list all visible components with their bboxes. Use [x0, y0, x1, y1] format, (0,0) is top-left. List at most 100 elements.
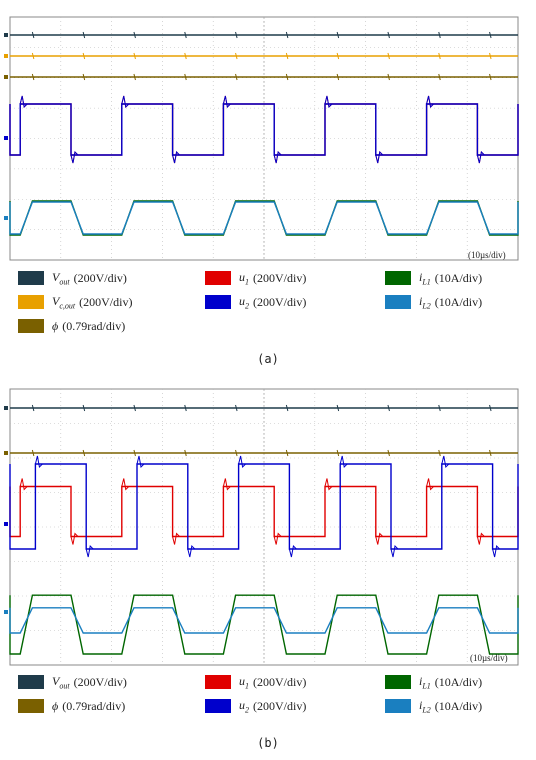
legend-scale: (10A/div): [434, 674, 483, 689]
channel-marker-iL2: [4, 216, 8, 220]
legend-item-iL1: iL1 (10A/div): [385, 270, 482, 286]
channel-marker-iL2: [4, 610, 8, 614]
legend-symbol-main: V: [52, 673, 60, 688]
legend-symbol: ϕ: [52, 699, 58, 714]
channel-marker-vcout: [4, 54, 8, 58]
legend-symbol-main: u: [239, 269, 245, 284]
legend-scale: (0.79rad/div): [62, 698, 126, 713]
channel-marker-phi: [4, 451, 8, 455]
legend-swatch: [18, 675, 44, 689]
legend-symbol: iL2: [419, 294, 431, 310]
legend-scale: (200V/div): [253, 674, 307, 689]
legend-swatch: [18, 319, 44, 333]
legend-swatch: [205, 675, 231, 689]
legend-symbol-subscript: L2: [422, 301, 431, 311]
legend-symbol: Vc,out: [52, 294, 75, 310]
legend-symbol-subscript: L2: [422, 705, 431, 715]
legend: Vout (200V/div) u1 (200V/div) iL1 (10A/div) Vc…: [0, 270, 536, 340]
legend-scale: (200V/div): [73, 674, 127, 689]
legend-symbol-main: V: [52, 269, 60, 284]
legend-swatch: [205, 271, 231, 285]
legend-symbol-subscript: out: [59, 681, 70, 691]
legend-item-phi: ϕ (0.79rad/div): [18, 318, 125, 334]
legend-symbol: u2: [239, 698, 249, 714]
oscilloscope-plot-a: [4, 16, 519, 261]
legend-symbol-subscript: out: [59, 277, 70, 287]
legend-swatch: [18, 699, 44, 713]
legend-item-vcout: Vc,out (200V/div): [18, 294, 132, 310]
trace-vout: [10, 404, 518, 412]
legend-scale: (10A/div): [434, 698, 483, 713]
legend-symbol-main: i: [419, 269, 423, 284]
legend-swatch: [18, 271, 44, 285]
legend-scale: (200V/div): [73, 270, 127, 285]
channel-marker-vout: [4, 406, 8, 410]
legend: Vout (200V/div) u1 (200V/div) iL1 (10A/div) ϕ(…: [0, 674, 536, 724]
trace-u2: [9, 95, 519, 164]
trace-iL1: [9, 200, 519, 236]
trace-vcout: [10, 52, 518, 60]
legend-scale: (200V/div): [253, 698, 307, 713]
legend-swatch: [18, 295, 44, 309]
legend-swatch: [385, 675, 411, 689]
trace-iL2: [9, 607, 519, 634]
legend-scale: (200V/div): [79, 294, 133, 309]
legend-swatch: [385, 271, 411, 285]
oscilloscope-plot-b: [4, 388, 519, 666]
legend-swatch: [385, 699, 411, 713]
legend-symbol-subscript: L1: [422, 681, 431, 691]
trace-u1: [9, 478, 519, 545]
legend-symbol-main: u: [239, 673, 245, 688]
legend-symbol: ϕ: [52, 319, 58, 334]
legend-symbol: u1: [239, 270, 249, 286]
legend-symbol: Vout: [52, 674, 70, 690]
trace-u2: [9, 455, 519, 558]
legend-symbol: iL1: [419, 270, 431, 286]
legend-item-vout: Vout (200V/div): [18, 674, 127, 690]
scope-panel-b: (10µs/div) Vout (200V/div) u1 (200V/div) iL1…: [0, 372, 536, 760]
legend-symbol-subscript: 1: [245, 681, 249, 691]
trace-iL2: [9, 201, 519, 235]
legend-item-iL2: iL2 (10A/div): [385, 698, 482, 714]
legend-scale: (200V/div): [253, 294, 307, 309]
channel-marker-u2: [4, 522, 8, 526]
legend-symbol: u2: [239, 294, 249, 310]
trace-phi: [10, 73, 518, 81]
legend-item-u2: u2 (200V/div): [205, 698, 306, 714]
caption: (b): [257, 736, 279, 750]
legend-symbol-main: V: [52, 293, 60, 308]
channel-marker-phi: [4, 75, 8, 79]
legend-scale: (10A/div): [434, 270, 483, 285]
legend-item-vout: Vout (200V/div): [18, 270, 127, 286]
legend-symbol: Vout: [52, 270, 70, 286]
legend-scale: (200V/div): [253, 270, 307, 285]
legend-symbol-subscript: 2: [245, 705, 249, 715]
legend-symbol-main: ϕ: [52, 318, 59, 333]
legend-scale: (0.79rad/div): [62, 318, 126, 333]
legend-item-u2: u2 (200V/div): [205, 294, 306, 310]
trace-phi: [10, 449, 518, 457]
legend-item-u1: u1 (200V/div): [205, 270, 306, 286]
scope-panel-a: (10µs/div) Vout (200V/div) u1 (200V/div) iL1…: [0, 0, 536, 372]
timebase-label: (10µs/div): [468, 250, 506, 260]
legend-symbol-subscript: 2: [245, 301, 249, 311]
legend-item-phi: ϕ (0.79rad/div): [18, 698, 125, 714]
trace-vout: [10, 31, 518, 39]
legend-swatch: [205, 295, 231, 309]
legend-symbol: iL1: [419, 674, 431, 690]
legend-scale: (10A/div): [434, 294, 483, 309]
legend-item-u1: u1 (200V/div): [205, 674, 306, 690]
legend-symbol-subscript: L1: [422, 277, 431, 287]
legend-item-iL2: iL2 (10A/div): [385, 294, 482, 310]
legend-item-iL1: iL1 (10A/div): [385, 674, 482, 690]
legend-symbol-main: i: [419, 697, 423, 712]
channel-marker-vout: [4, 33, 8, 37]
legend-symbol-subscript: 1: [245, 277, 249, 287]
timebase-label: (10µs/div): [470, 653, 508, 663]
legend-symbol: u1: [239, 674, 249, 690]
legend-symbol: iL2: [419, 698, 431, 714]
legend-symbol-main: u: [239, 293, 245, 308]
trace-iL1: [9, 594, 519, 655]
legend-symbol-main: i: [419, 293, 423, 308]
legend-symbol-main: ϕ: [52, 698, 59, 713]
